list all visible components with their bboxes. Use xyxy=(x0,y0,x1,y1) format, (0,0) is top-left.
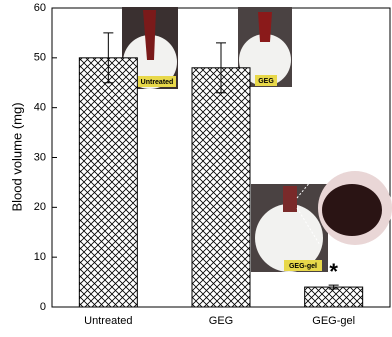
y-tick-label: 30 xyxy=(34,151,46,163)
y-tick-label: 10 xyxy=(34,251,46,263)
y-tick-label: 20 xyxy=(34,201,46,213)
y-tick-label: 60 xyxy=(34,2,46,14)
error-bar xyxy=(103,32,114,84)
bar xyxy=(191,67,251,308)
x-tick-label: Untreated xyxy=(84,315,132,327)
photo-label: GEG xyxy=(258,78,274,85)
bar xyxy=(304,286,364,308)
photo-label: GEG-gel xyxy=(289,263,317,270)
y-axis-label: Blood volume (mg) xyxy=(9,102,24,211)
significance-marker: * xyxy=(329,259,338,284)
photo-geg: GEG xyxy=(238,7,292,87)
y-tick-label: 40 xyxy=(34,102,46,114)
x-tick-label: GEG xyxy=(209,315,233,327)
photo-label: Untreated xyxy=(141,79,174,86)
error-bar xyxy=(328,284,339,290)
bar xyxy=(78,57,138,308)
y-tick-label: 50 xyxy=(34,52,46,64)
error-bar xyxy=(216,42,226,94)
y-tick-label: 0 xyxy=(40,301,46,313)
photo-geg-gel: GEG-gel xyxy=(251,169,392,272)
x-tick-label: GEG-gel xyxy=(312,315,355,327)
